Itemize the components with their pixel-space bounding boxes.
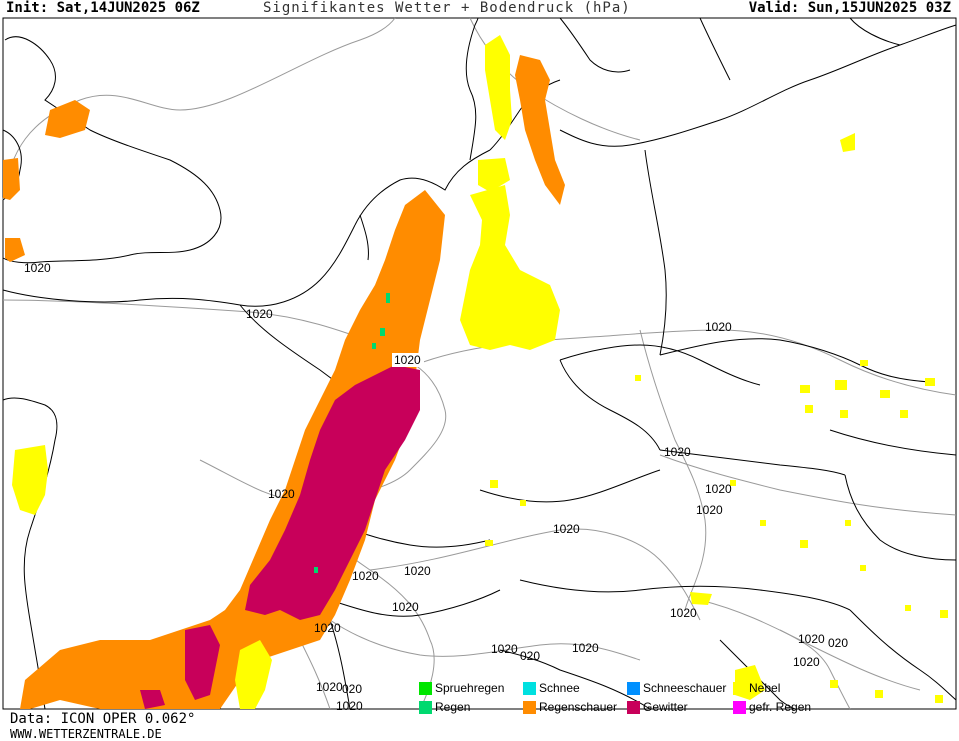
rain-spots bbox=[314, 293, 390, 573]
legend-item: gefr. Regen bbox=[733, 699, 811, 715]
legend-swatch bbox=[627, 700, 640, 714]
legend-item: Schnee bbox=[523, 680, 580, 696]
isobar-label: 1020 bbox=[491, 642, 518, 656]
legend-swatch bbox=[523, 700, 536, 714]
rain-shower-denmark bbox=[515, 55, 565, 205]
legend-item: Nebel bbox=[733, 680, 780, 696]
legend-swatch bbox=[523, 681, 536, 695]
isobar-label: 1020 bbox=[793, 655, 820, 669]
isobar-label: 1020 bbox=[392, 600, 419, 614]
legend-label: Gewitter bbox=[643, 700, 688, 714]
data-source: Data: ICON OPER 0.062° bbox=[10, 711, 196, 727]
legend-label: Nebel bbox=[749, 681, 781, 695]
fog-area-west bbox=[12, 445, 48, 515]
valid-time: Valid: Sun,15JUN2025 03Z bbox=[748, 0, 951, 16]
isobar-label: 1020 bbox=[696, 503, 723, 517]
fog-area-denmark bbox=[485, 35, 512, 140]
legend-label: Regenschauer bbox=[539, 700, 618, 714]
legend-swatch bbox=[419, 700, 432, 714]
isobar-label: 1020 bbox=[705, 320, 732, 334]
legend-swatch bbox=[733, 681, 746, 695]
isobar-label: 1020 bbox=[664, 445, 691, 459]
legend-swatch bbox=[733, 700, 746, 714]
legend-item: Regenschauer bbox=[523, 699, 617, 715]
isobar-label: 020 bbox=[342, 682, 362, 696]
isobar-label: 1020 bbox=[314, 621, 341, 635]
isobar-label: 1020 bbox=[24, 261, 51, 275]
legend-swatch bbox=[627, 681, 640, 695]
legend-label: Regen bbox=[435, 700, 471, 714]
legend-item: Gewitter bbox=[627, 699, 688, 715]
isobar-label: 1020 bbox=[394, 353, 421, 367]
legend-item: Schneeschauer bbox=[627, 680, 726, 696]
isobar-label: 1020 bbox=[670, 606, 697, 620]
thunderstorm-band bbox=[245, 365, 420, 620]
legend-swatch bbox=[419, 681, 432, 695]
isobar-label: 1020 bbox=[705, 482, 732, 496]
isobar-label: 1020 bbox=[268, 487, 295, 501]
isobar-label: 020 bbox=[520, 649, 540, 663]
legend-item: Regen bbox=[419, 699, 470, 715]
fog-area-central bbox=[460, 185, 560, 350]
rain-shower-uk bbox=[45, 100, 90, 138]
isobar-label: 1020 bbox=[246, 307, 273, 321]
legend-label: Schnee bbox=[539, 681, 580, 695]
isobar-label: 1020 bbox=[336, 699, 363, 713]
isobar-label: 1020 bbox=[798, 632, 825, 646]
legend-item: Spruehregen bbox=[419, 680, 504, 696]
isobar-label: 1020 bbox=[553, 522, 580, 536]
isobar-label: 1020 bbox=[404, 564, 431, 578]
init-time: Init: Sat,14JUN2025 06Z bbox=[6, 0, 200, 16]
legend-label: gefr. Regen bbox=[749, 700, 812, 714]
isobar-label: 020 bbox=[828, 636, 848, 650]
map-frame bbox=[2, 17, 957, 710]
isobar-label: 1020 bbox=[572, 641, 599, 655]
isobar-label: 1020 bbox=[352, 569, 379, 583]
isobar-label: 1020 bbox=[316, 680, 343, 694]
legend-label: Schneeschauer bbox=[643, 681, 727, 695]
rain-shower-west bbox=[3, 158, 20, 200]
site-url: WWW.WETTERZENTRALE.DE bbox=[10, 727, 162, 741]
legend-label: Spruehregen bbox=[435, 681, 505, 695]
weather-overlay bbox=[3, 35, 948, 709]
isobar-labels: 1020 1020 1020 1020 1020 1020 1020 1020 … bbox=[24, 261, 848, 713]
map-title: Signifikantes Wetter + Bodendruck (hPa) bbox=[263, 0, 631, 16]
